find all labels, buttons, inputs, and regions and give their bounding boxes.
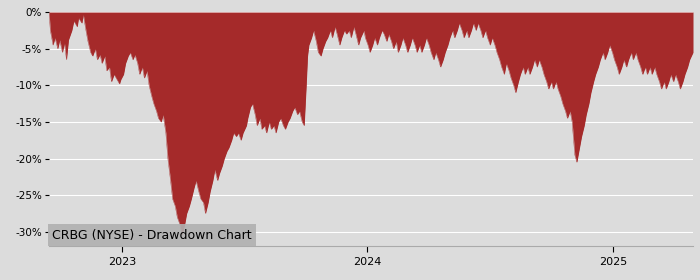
Text: CRBG (NYSE) - Drawdown Chart: CRBG (NYSE) - Drawdown Chart	[52, 229, 252, 242]
